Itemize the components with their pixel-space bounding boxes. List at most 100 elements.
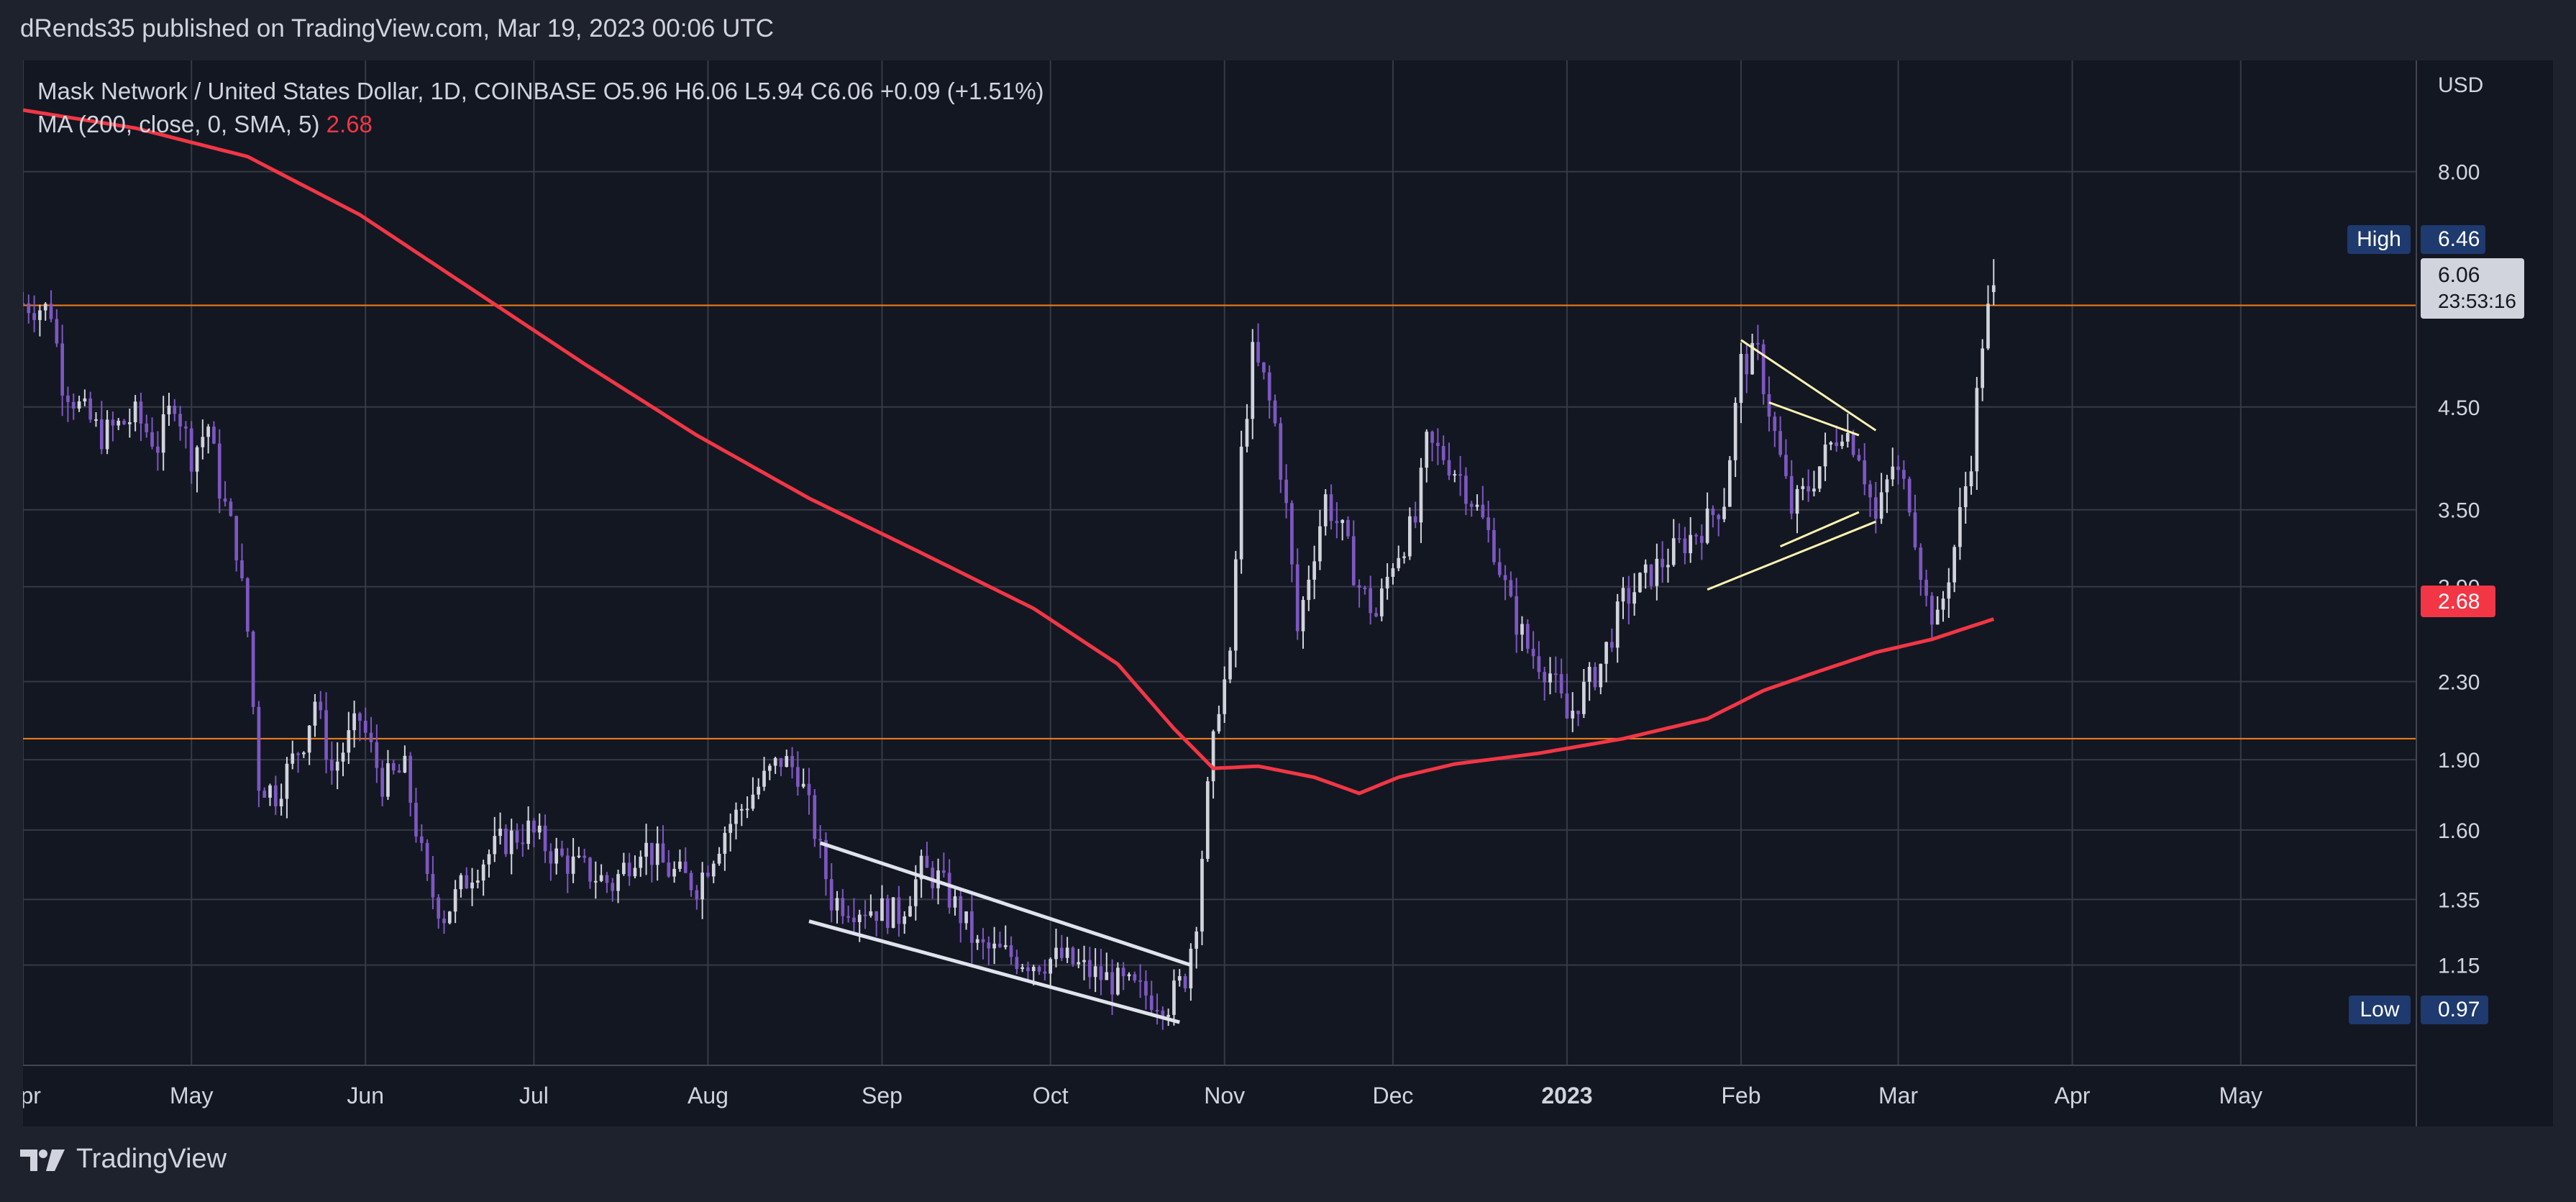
candle-body <box>229 501 233 516</box>
candle-body <box>1632 592 1636 604</box>
candle-body <box>919 855 923 880</box>
candle-body <box>1823 445 1827 467</box>
footer-brand[interactable]: TradingView <box>20 1144 227 1175</box>
candle-body <box>554 848 559 864</box>
footer-brand-text: TradingView <box>76 1144 227 1174</box>
candle-body <box>1789 475 1794 514</box>
candle-body <box>1963 486 1968 508</box>
candle-body <box>790 756 794 768</box>
drawings-layer <box>808 339 1877 1024</box>
candle-body <box>526 820 530 844</box>
candle-body <box>419 836 424 843</box>
candle-body <box>717 853 721 864</box>
candle-body <box>189 428 193 472</box>
candle-body <box>184 426 188 429</box>
triangle-inner-upper-line <box>1768 401 1860 437</box>
candle-body <box>942 870 946 873</box>
candle-body <box>504 828 508 855</box>
candle-body <box>992 943 996 949</box>
time-tick-label: Jun <box>347 1083 384 1108</box>
candle-body <box>375 742 379 768</box>
candle-body <box>498 828 502 837</box>
candle-body <box>964 911 968 924</box>
candle-body <box>880 898 884 921</box>
candle-body <box>1245 419 1249 447</box>
candle-body <box>234 516 239 561</box>
price-chart[interactable]: USD 8.004.503.502.902.301.901.601.351.15… <box>23 60 2553 1126</box>
candle-body <box>217 443 221 499</box>
candle-body <box>1419 468 1423 523</box>
candle-body <box>1177 976 1182 981</box>
candle-body <box>291 753 295 764</box>
candle-body <box>1413 516 1417 523</box>
candle-body <box>1082 960 1086 962</box>
candle-body <box>521 842 525 844</box>
candle-body <box>1863 460 1867 485</box>
candle-body <box>667 862 671 877</box>
candle-body <box>1430 432 1434 443</box>
candle-body <box>1537 656 1541 673</box>
symbol-line[interactable]: Mask Network / United States Dollar, 1D,… <box>37 78 1044 104</box>
candle-body <box>1671 538 1676 565</box>
candle-body <box>611 883 615 891</box>
candle-body <box>1935 609 1940 625</box>
candle-body <box>1919 547 1923 580</box>
candle-body <box>1441 445 1445 460</box>
candle-body <box>841 898 845 916</box>
candle-body <box>38 310 42 320</box>
candle-body <box>706 873 710 877</box>
candle-body <box>481 864 485 881</box>
candle-body <box>1009 945 1013 957</box>
candle-body <box>622 862 626 875</box>
candle-body <box>1666 565 1670 568</box>
candle-body <box>1913 512 1917 548</box>
low-badge: Low 0.97 <box>2349 996 2488 1024</box>
candle-body <box>161 414 165 453</box>
price-tick-label: 8.00 <box>2438 161 2480 185</box>
candle-body <box>583 855 587 858</box>
candle-body <box>1149 995 1154 1011</box>
candle-body <box>324 710 328 760</box>
triangle-inner-lower-line <box>1780 511 1860 548</box>
candle-body <box>133 401 137 423</box>
candle-body <box>369 732 373 742</box>
candle-body <box>1840 441 1844 447</box>
ma-legend-label: MA (200, close, 0, SMA, 5) <box>37 111 320 137</box>
grid-layer <box>23 60 2416 1065</box>
candle-body <box>1548 673 1552 683</box>
price-tick-label: 3.50 <box>2438 499 2480 523</box>
candle-body <box>1195 931 1199 949</box>
candle-body <box>1329 494 1333 522</box>
candle-body <box>1290 503 1294 565</box>
candle-body <box>1582 681 1586 714</box>
candle-body <box>1750 342 1754 375</box>
candle-body <box>442 919 446 924</box>
candle-body <box>1458 474 1462 476</box>
candle-body <box>32 313 36 320</box>
candle-body <box>1397 557 1401 568</box>
candle-body <box>1991 285 1996 293</box>
candle-body <box>1975 388 1979 472</box>
candle-body <box>1391 568 1395 577</box>
candle-body <box>711 863 716 877</box>
candle-body <box>23 303 25 305</box>
candle-body <box>515 830 519 843</box>
candle-body <box>1689 534 1693 554</box>
candle-body <box>751 794 755 809</box>
candle-body <box>71 401 76 409</box>
candle-body <box>1110 972 1114 995</box>
candle-body <box>122 420 126 424</box>
candle-body <box>1699 536 1704 543</box>
candle-body <box>285 763 289 799</box>
candle-body <box>936 870 940 888</box>
candle-body <box>1211 731 1215 782</box>
candle-body <box>970 911 974 943</box>
candle-body <box>465 875 469 888</box>
candle-body <box>1031 967 1036 972</box>
candle-body <box>593 880 598 883</box>
ma-legend-row[interactable]: MA (200, close, 0, SMA, 5) 2.68 <box>37 108 1044 141</box>
candle-body <box>127 422 132 424</box>
candle-body <box>1251 342 1255 419</box>
candle-body <box>273 785 278 806</box>
currency-label: USD <box>2438 73 2483 97</box>
